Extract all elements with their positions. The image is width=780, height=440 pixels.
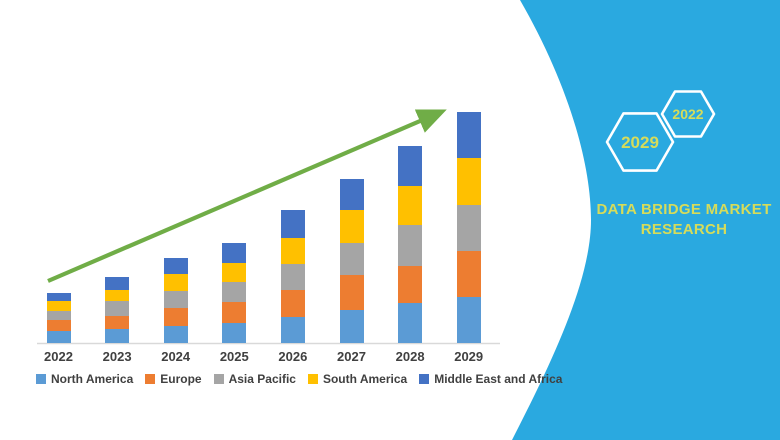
x-axis-label: 2028 [395,349,425,364]
hexagon-small: 2022 [660,90,716,138]
bar-segment-asia-pacific-2028 [398,225,423,266]
legend-swatch-icon [213,374,224,384]
hexagon-outline-icon [605,112,675,172]
x-axis-label: 2022 [44,349,73,364]
hexagon-large-label: 2029 [621,133,659,152]
bar-segment-north-america-2029 [456,297,481,343]
bar-segment-middle-east-and-africa-2023 [105,277,130,290]
bar-segment-south-america-2028 [398,186,423,225]
hexagon-small-label: 2022 [672,106,703,122]
bar-segment-south-america-2026 [280,238,305,264]
legend-swatch-icon [307,374,318,384]
bar-segment-south-america-2029 [456,158,481,205]
hexagon-outline-icon [660,90,716,138]
legend-label: Asia Pacific [228,372,296,386]
bar-segment-north-america-2025 [222,323,247,343]
bar-segment-middle-east-and-africa-2027 [339,179,364,210]
x-axis-label: 2024 [161,349,191,364]
bar-segment-middle-east-and-africa-2022 [46,293,71,301]
bar-segment-south-america-2024 [163,274,188,291]
legend-label: South America [322,372,408,386]
bar-segment-middle-east-and-africa-2024 [163,258,188,274]
legend-swatch-icon [145,374,156,384]
legend-item: Asia Pacific [213,372,296,386]
bar-segment-europe-2022 [46,320,71,331]
bar-segment-middle-east-and-africa-2028 [398,146,423,186]
bar-segment-north-america-2023 [105,329,130,343]
bar-segment-europe-2024 [163,308,188,326]
brand-title-line2: RESEARCH [640,221,728,239]
bar-segment-asia-pacific-2029 [456,205,481,251]
bar-segment-south-america-2023 [105,290,130,301]
legend-item: Europe [145,372,202,386]
x-axis-label: 2029 [454,349,484,364]
bar-segment-europe-2023 [105,316,130,329]
bar-segment-asia-pacific-2023 [105,301,130,316]
legend-label: North America [51,372,134,386]
bar-segment-north-america-2028 [398,303,423,343]
brand-title: DATA BRIDGE MARKET RESEARCH [588,200,780,241]
legend-swatch-icon [419,374,430,384]
legend-item: Middle East and Africa [419,372,562,386]
bar-segment-north-america-2026 [280,317,305,343]
x-axis-label: 2023 [102,349,132,364]
bar-segment-asia-pacific-2022 [46,311,71,320]
x-axis-label: 2027 [337,349,366,364]
bar-segment-asia-pacific-2026 [280,264,305,290]
bar-segment-north-america-2024 [163,326,188,343]
legend-label: Europe [160,372,202,386]
bar-segment-europe-2029 [456,251,481,297]
bar-segment-europe-2026 [280,290,305,317]
legend-label: Middle East and Africa [434,372,563,386]
bar-segment-south-america-2025 [222,263,247,282]
bar-segment-asia-pacific-2024 [163,291,188,308]
bar-segment-asia-pacific-2027 [339,243,364,275]
legend-swatch-icon [36,374,46,384]
bar-segment-south-america-2027 [339,210,364,243]
hexagon-large: 2029 [605,112,675,172]
bar-segment-asia-pacific-2025 [222,282,247,302]
x-axis-label: 2025 [219,349,249,364]
legend-item: North America [36,372,133,386]
bar-segment-europe-2027 [339,275,364,310]
bar-segment-europe-2025 [222,302,247,323]
bar-segment-north-america-2022 [46,331,71,343]
bar-segment-south-america-2022 [46,301,71,311]
x-axis-label: 2026 [278,349,308,364]
bar-segment-europe-2028 [398,266,423,303]
bar-segment-middle-east-and-africa-2026 [280,210,305,238]
brand-title-line1: DATA BRIDGE MARKET [596,201,772,218]
bar-segment-middle-east-and-africa-2029 [456,112,481,158]
trend-arrow [47,109,447,283]
bar-segment-middle-east-and-africa-2025 [222,243,247,263]
legend: North America Europe Asia Pacific South Ame… [36,372,562,386]
legend-item: South America [307,372,408,386]
bar-segment-north-america-2027 [339,310,364,343]
